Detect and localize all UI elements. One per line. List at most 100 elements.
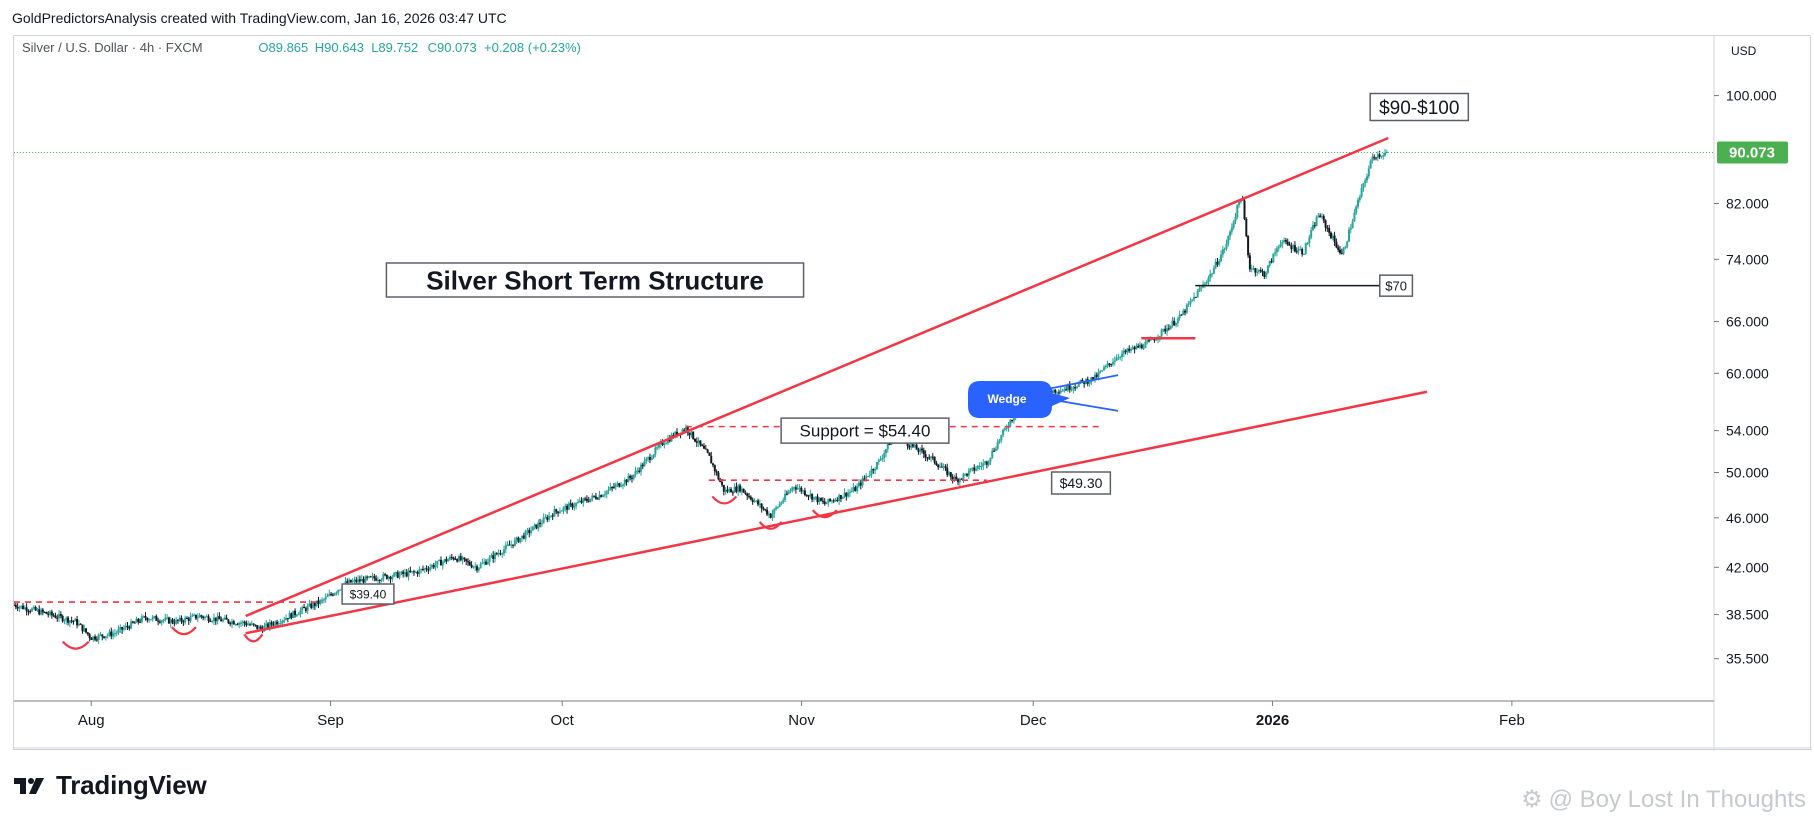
candle [1191, 299, 1194, 302]
candle [447, 558, 450, 562]
candle [978, 462, 981, 470]
candle-body [1003, 428, 1006, 430]
x-tick-label: Sep [317, 712, 344, 729]
candle-body [701, 444, 704, 447]
candle-body [782, 499, 785, 503]
candle-body [133, 622, 136, 624]
candle-body [1095, 374, 1098, 378]
candle-body [439, 559, 442, 566]
candle [299, 607, 302, 618]
swing-low-arc [171, 626, 197, 636]
candle-body [638, 470, 641, 472]
candle-body [1077, 383, 1080, 387]
candle [868, 470, 871, 478]
candle-body [252, 623, 255, 625]
candle-body [771, 513, 774, 518]
y-tick-label: 100.000 [1726, 88, 1777, 104]
candle-body [645, 458, 648, 461]
candle [196, 613, 199, 623]
candle [1256, 268, 1259, 277]
candle [598, 490, 601, 501]
candle [607, 486, 610, 495]
candle [124, 622, 127, 631]
candle [144, 612, 147, 621]
candle-body [1297, 249, 1300, 252]
candle [322, 598, 325, 604]
candle [573, 502, 576, 511]
candle [128, 625, 131, 631]
candle [1230, 223, 1233, 235]
candle-body [1065, 389, 1068, 391]
candle [79, 623, 82, 625]
candle-body [971, 467, 974, 469]
candle-body [1355, 206, 1358, 213]
candle-body [1191, 299, 1194, 301]
candle-body [838, 495, 841, 502]
candle [1380, 155, 1383, 159]
trendline-lower[interactable] [245, 390, 1428, 635]
candle-body [326, 595, 329, 597]
candle-body [479, 564, 482, 568]
candle-body [385, 574, 388, 579]
candle [384, 572, 387, 577]
candle [67, 615, 70, 626]
candle-body [766, 509, 769, 515]
candle-body [456, 559, 459, 562]
candle-body [216, 616, 219, 622]
candle-body [632, 474, 635, 479]
candle [922, 447, 925, 459]
candle [1375, 157, 1378, 161]
current-price-value: 90.073 [1729, 144, 1775, 161]
candle [688, 432, 691, 439]
candle [184, 615, 187, 625]
candle-body [1140, 344, 1143, 348]
candle-body [1261, 271, 1264, 273]
candle [1373, 154, 1376, 161]
candle [591, 493, 594, 502]
chart-panel[interactable]: Silver Short Term Structure $90-$100 $70 We… [13, 35, 1812, 751]
candle-body [461, 557, 464, 561]
candle [843, 488, 846, 499]
candle-body [176, 619, 179, 621]
candle [616, 481, 619, 487]
candle-body [1137, 345, 1140, 348]
candle-body [467, 561, 470, 563]
candle-body [1328, 228, 1331, 233]
price-chart[interactable]: Silver Short Term Structure $90-$100 $70 We… [14, 36, 1812, 751]
candle-body [1265, 272, 1268, 277]
candle [346, 578, 349, 584]
wedge-callout[interactable] [968, 381, 1070, 418]
candle-body [198, 615, 201, 618]
candle-body [921, 448, 924, 451]
candle-body [506, 544, 509, 546]
candle-body [1369, 160, 1372, 169]
candle-body [283, 619, 286, 621]
candle-body [205, 616, 208, 618]
candle [551, 513, 554, 521]
candle-body [1142, 347, 1145, 349]
candle-body [405, 572, 408, 577]
candle [558, 507, 561, 514]
candle-body [157, 620, 160, 622]
candle [454, 556, 457, 560]
candle-body [1059, 390, 1062, 393]
candle-body [1052, 389, 1055, 393]
candle-body [142, 616, 145, 618]
candle-body [1275, 248, 1278, 253]
candle [1104, 364, 1107, 370]
candle-body [953, 476, 956, 480]
candle-body [785, 493, 788, 495]
trendline-upper[interactable] [245, 136, 1389, 618]
tradingview-logo[interactable]: TradingView [12, 770, 207, 801]
candle [548, 511, 551, 522]
candle [735, 482, 738, 494]
candle-body [371, 576, 374, 578]
candle-body [1301, 249, 1304, 255]
candle-body [1232, 221, 1235, 228]
candle-body [975, 468, 978, 471]
candle-body [1068, 384, 1071, 390]
candle-body [544, 517, 547, 519]
candle [748, 492, 751, 499]
candle [928, 454, 931, 461]
current-price-tag[interactable] [1717, 141, 1788, 164]
